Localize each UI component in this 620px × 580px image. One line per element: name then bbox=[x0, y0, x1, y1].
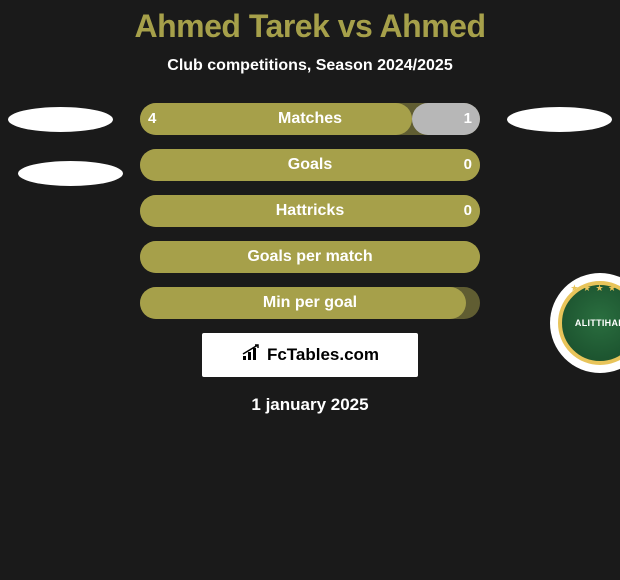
stat-row: Goals0 bbox=[0, 149, 620, 181]
brand-box: FcTables.com bbox=[202, 333, 418, 377]
subtitle: Club competitions, Season 2024/2025 bbox=[0, 57, 620, 75]
chart-icon bbox=[241, 344, 263, 367]
stat-value-left: 4 bbox=[148, 103, 156, 135]
chart-area: ★ ★ ★ ★ ★ ALITTIHAD Matches41Goals0Hattr… bbox=[0, 103, 620, 319]
stat-value-right: 0 bbox=[464, 195, 472, 227]
stat-row: Hattricks0 bbox=[0, 195, 620, 227]
stat-label: Goals per match bbox=[140, 241, 480, 273]
stat-label: Hattricks bbox=[140, 195, 480, 227]
stat-row: Min per goal bbox=[0, 287, 620, 319]
badge-label: ALITTIHAD bbox=[562, 318, 620, 328]
stat-value-right: 1 bbox=[464, 103, 472, 135]
stat-row: Matches4 1 bbox=[0, 103, 620, 135]
comparison-infographic: Ahmed Tarek vs Ahmed Club competitions, … bbox=[0, 0, 620, 415]
page-title: Ahmed Tarek vs Ahmed bbox=[0, 8, 620, 45]
brand-text: FcTables.com bbox=[267, 345, 379, 365]
stat-value-right: 0 bbox=[464, 149, 472, 181]
stat-label: Matches bbox=[140, 103, 480, 135]
stat-row: Goals per match bbox=[0, 241, 620, 273]
stat-label: Goals bbox=[140, 149, 480, 181]
stat-label: Min per goal bbox=[140, 287, 480, 319]
date-label: 1 january 2025 bbox=[0, 395, 620, 415]
